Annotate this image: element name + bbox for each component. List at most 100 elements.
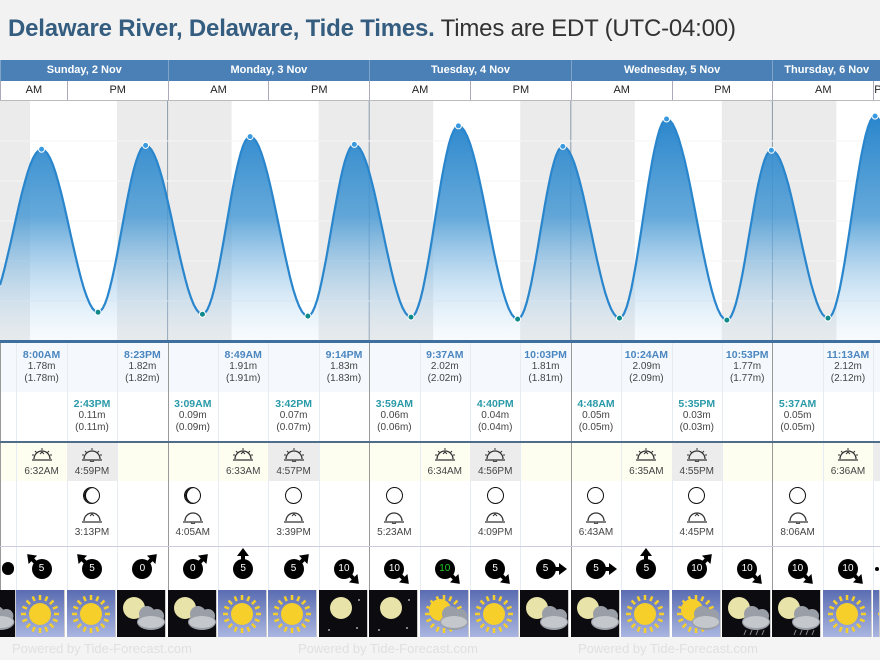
high-tide-point xyxy=(38,145,46,153)
weather-night-clear-icon xyxy=(318,590,368,637)
half-day-label-am: AM xyxy=(772,81,873,100)
grid-cell xyxy=(218,392,268,441)
grid-cell xyxy=(218,343,268,392)
divider xyxy=(0,441,880,443)
weather-night-clear-icon xyxy=(369,590,419,637)
wind-direction-icon: 10 xyxy=(384,558,405,579)
sunset-icon xyxy=(67,448,117,465)
high-tide-time: 10:24AM xyxy=(624,349,668,361)
low-tide-cell: 4:40PM 0.04m (0.04m) xyxy=(470,392,520,441)
grid-cell xyxy=(117,481,167,546)
tide-line xyxy=(0,114,880,322)
sunrise-time: 6:35AM xyxy=(629,466,664,477)
sunset-time: 4:59PM xyxy=(74,466,110,477)
moonrise-cell: 3:39PM xyxy=(268,481,318,546)
grid-cell xyxy=(66,481,117,546)
sunrise-icon xyxy=(621,448,671,465)
wind-cell: 10 xyxy=(823,547,873,590)
weather-sunny-icon xyxy=(268,590,318,637)
day-header: Monday, 3 Nov xyxy=(167,60,370,81)
low-tide-point xyxy=(198,310,206,318)
grid-cell xyxy=(570,547,621,590)
grid-cell xyxy=(671,392,722,441)
grid-cell xyxy=(369,392,419,441)
low-tide-point xyxy=(723,316,731,324)
grid-cell xyxy=(671,481,722,546)
moonset-cell: 8:06AM xyxy=(772,481,822,546)
sunrise-cell: 6:35AM xyxy=(621,443,671,481)
moon-phase-icon xyxy=(486,487,504,504)
wind-speed: 10 xyxy=(787,558,808,579)
footer: Powered by Tide-Forecast.com Powered by T… xyxy=(0,637,880,660)
low-tide-height-alt: (0.09m) xyxy=(175,422,211,433)
moonset-icon xyxy=(571,510,621,525)
grid-cell xyxy=(470,547,520,590)
grid-cell xyxy=(167,547,218,590)
grid-cell xyxy=(318,443,369,481)
high-tide-cell: 9:37AM 2.02m (2.02m) xyxy=(420,343,470,392)
grid-cell xyxy=(268,547,318,590)
tide-chart-svg xyxy=(0,101,880,341)
high-tide-height-alt: (2.02m) xyxy=(427,373,463,384)
wind-speed: 10 xyxy=(434,558,455,579)
grid-cell xyxy=(318,343,369,392)
wind-cell: 5 xyxy=(67,547,117,590)
grid-cell xyxy=(570,481,621,546)
low-tide-point xyxy=(94,308,102,316)
grid-cell xyxy=(722,547,772,590)
wind-speed: 0 xyxy=(132,558,153,579)
moonset-cell: 6:43AM xyxy=(571,481,621,546)
sunrise-cell: 6:34AM xyxy=(420,443,470,481)
low-tide-point xyxy=(407,313,415,321)
wind-cell: 10 xyxy=(722,547,772,590)
wind-speed: 10 xyxy=(686,558,707,579)
sunrise-time: 6:32AM xyxy=(24,466,59,477)
wind-cell: 5 xyxy=(16,547,66,590)
moonrise-time: 4:45PM xyxy=(679,527,715,538)
wind-cell: 5 xyxy=(218,547,268,590)
grid-cell xyxy=(268,392,318,441)
moonset-icon xyxy=(168,510,218,525)
sunrise-cell: 6:32AM xyxy=(16,443,66,481)
weather-night-cloudy-icon xyxy=(0,590,17,637)
grid-cell xyxy=(722,343,772,392)
moon-phase-icon xyxy=(285,487,303,504)
low-tide-time: 3:09AM xyxy=(174,398,212,410)
tide-area xyxy=(0,116,880,341)
high-tide-point xyxy=(663,115,671,123)
day-header: Tuesday, 4 Nov xyxy=(369,60,571,81)
low-tide-height: 0.11m xyxy=(78,410,106,421)
footer-watermark: Powered by Tide-Forecast.com xyxy=(298,641,478,656)
high-tide-height: 2.12m xyxy=(834,361,862,372)
moon-phase-icon xyxy=(385,487,403,504)
moonset-time: 4:05AM xyxy=(175,527,211,538)
grid-cell xyxy=(16,392,66,441)
wind-row: 5 5 0 0 5 5 10 10 10 5 5 5 5 10 10 10 10 xyxy=(0,547,880,590)
half-day-label-pm: PM xyxy=(671,81,773,100)
wind-speed: 5 xyxy=(233,558,254,579)
sunset-time: 4:55PM xyxy=(679,466,715,477)
grid-cell xyxy=(570,343,621,392)
wind-direction-icon: 10 xyxy=(837,558,858,579)
grid-cell xyxy=(218,547,268,590)
weather-night-partly-cloudy-icon xyxy=(570,590,620,637)
high-tide-height-alt: (1.83m) xyxy=(326,373,362,384)
grid-cell xyxy=(621,481,671,546)
half-day-label-pm: PM xyxy=(873,81,880,100)
low-tide-height-alt: (0.05m) xyxy=(780,422,815,433)
wind-cell: 0 xyxy=(117,547,167,590)
wind-direction-icon: 10 xyxy=(333,558,354,579)
moon-row: 3:13PM 4:05AM 3:39PM 5:23AM 4:09PM 6:43AM 4:45… xyxy=(0,481,880,547)
wind-cell: 5 xyxy=(621,547,671,590)
wind-direction-icon xyxy=(2,562,15,575)
grid-cell xyxy=(167,481,218,546)
moonset-time: 8:06AM xyxy=(780,527,815,538)
timezone-note: Times are EDT (UTC-04:00) xyxy=(440,15,736,42)
grid-cell xyxy=(873,547,880,590)
moonrise-icon xyxy=(672,510,722,524)
high-tide-time: 8:23PM xyxy=(124,349,161,361)
low-tide-height: 0.06m xyxy=(380,410,409,421)
grid-cell xyxy=(470,343,520,392)
high-tide-height: 1.78m xyxy=(27,361,56,372)
wind-speed: 10 xyxy=(837,558,858,579)
